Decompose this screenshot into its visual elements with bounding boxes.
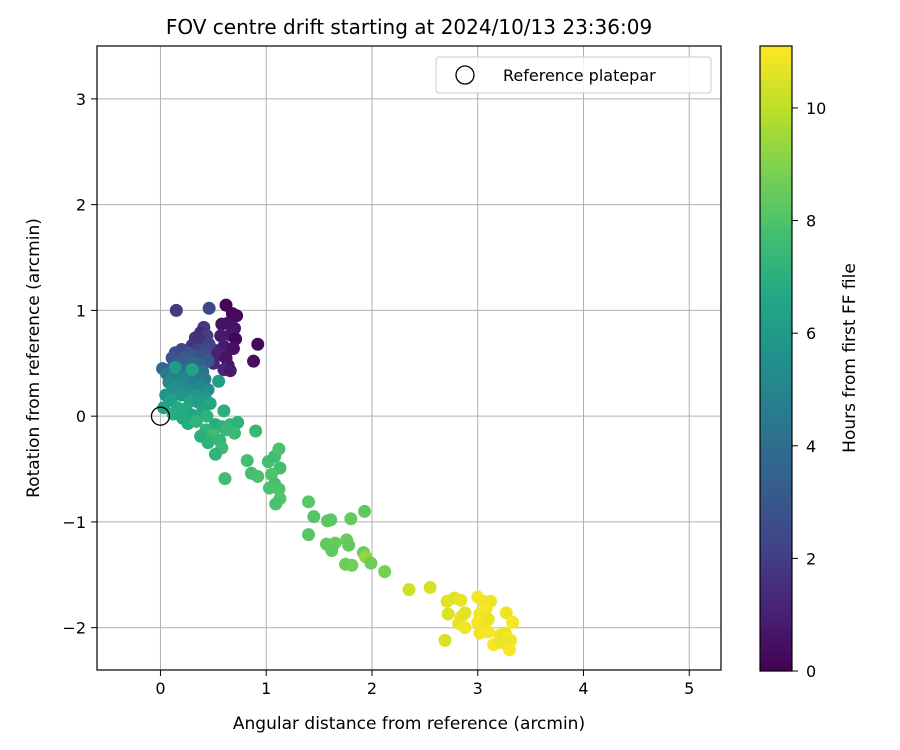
data-point: [230, 309, 244, 323]
data-point: [506, 615, 520, 629]
data-point: [458, 621, 472, 635]
y-axis-ticks: −2 −1 0 1 2 3: [62, 90, 97, 638]
data-point: [454, 593, 468, 607]
x-axis-ticks: 0 1 2 3 4 5: [155, 670, 694, 698]
colorbar-gradient: [759, 45, 793, 672]
plot-frame: [96, 45, 722, 671]
colorbar: 0 2 4 6 8 10 Hours from first FF file: [759, 45, 860, 681]
data-point: [227, 426, 241, 440]
data-point: [302, 528, 316, 542]
data-point: [423, 581, 437, 595]
data-point: [364, 556, 378, 570]
data-point: [251, 469, 265, 483]
data-point: [223, 364, 237, 378]
y-tick-label: 1: [76, 301, 86, 320]
data-point: [307, 510, 321, 524]
data-point: [269, 497, 283, 511]
data-point: [502, 643, 516, 657]
gridlines: [97, 46, 721, 670]
data-point: [378, 565, 392, 579]
data-point: [251, 337, 265, 351]
data-point: [231, 416, 245, 430]
data-point: [494, 636, 508, 650]
x-tick-label: 5: [684, 679, 694, 698]
data-point: [272, 482, 286, 496]
data-point: [499, 606, 513, 620]
data-point: [200, 409, 214, 423]
data-point: [226, 341, 240, 355]
colorbar-ticks: 0 2 4 6 8 10: [792, 99, 826, 681]
colorbar-label: Hours from first FF file: [840, 263, 860, 453]
x-tick-label: 3: [473, 679, 483, 698]
data-point: [262, 481, 276, 495]
x-tick-label: 0: [155, 679, 165, 698]
data-point: [358, 504, 372, 518]
x-tick-label: 2: [367, 679, 377, 698]
colorbar-tick-label: 4: [806, 437, 816, 456]
data-point: [345, 558, 359, 572]
data-point: [272, 442, 286, 456]
colorbar-tick-label: 6: [806, 324, 816, 343]
y-tick-label: −2: [62, 619, 86, 638]
colorbar-tick-label: 8: [806, 212, 816, 231]
data-point: [168, 361, 182, 375]
data-point: [441, 607, 455, 621]
data-point: [214, 329, 228, 343]
chart-title: FOV centre drift starting at 2024/10/13 …: [166, 15, 652, 39]
data-point: [217, 404, 231, 418]
data-point: [189, 414, 203, 428]
x-tick-label: 4: [578, 679, 588, 698]
data-point: [240, 454, 254, 468]
data-point: [212, 374, 226, 388]
data-point: [325, 543, 339, 557]
legend-open-circle-icon: [455, 65, 475, 85]
legend: Reference platepar: [435, 56, 712, 94]
data-point: [479, 602, 493, 616]
legend-box: [435, 56, 712, 94]
data-point: [342, 538, 356, 552]
data-point: [344, 512, 358, 526]
data-point: [402, 583, 416, 597]
x-axis-label: Angular distance from reference (arcmin): [233, 714, 585, 734]
data-point: [481, 625, 495, 639]
data-point: [169, 303, 183, 317]
data-point: [202, 301, 216, 315]
data-point: [458, 606, 472, 620]
data-point: [249, 424, 263, 438]
data-point: [247, 354, 261, 368]
y-tick-label: 2: [76, 196, 86, 215]
colorbar-tick-label: 0: [806, 662, 816, 681]
y-tick-label: 0: [76, 407, 86, 426]
data-point: [185, 363, 199, 377]
reference-platepar-marker: [150, 406, 171, 426]
data-point: [302, 495, 316, 509]
data-points: [156, 298, 520, 657]
data-point: [438, 633, 452, 647]
data-point: [324, 513, 338, 527]
data-point: [201, 436, 215, 450]
x-tick-label: 1: [261, 679, 271, 698]
legend-entry-reference-platepar: Reference platepar: [503, 66, 656, 85]
data-point: [208, 447, 222, 461]
y-tick-label: −1: [62, 513, 86, 532]
y-axis-label: Rotation from reference (arcmin): [24, 218, 44, 498]
reference-marker-layer: [150, 406, 171, 426]
y-tick-label: 3: [76, 90, 86, 109]
data-point: [215, 317, 229, 331]
colorbar-tick-label: 10: [806, 99, 826, 118]
plot-area: 0 1 2 3 4 5 −2 −1 0 1 2 3: [62, 45, 722, 698]
data-point: [218, 472, 232, 486]
colorbar-tick-label: 2: [806, 549, 816, 568]
